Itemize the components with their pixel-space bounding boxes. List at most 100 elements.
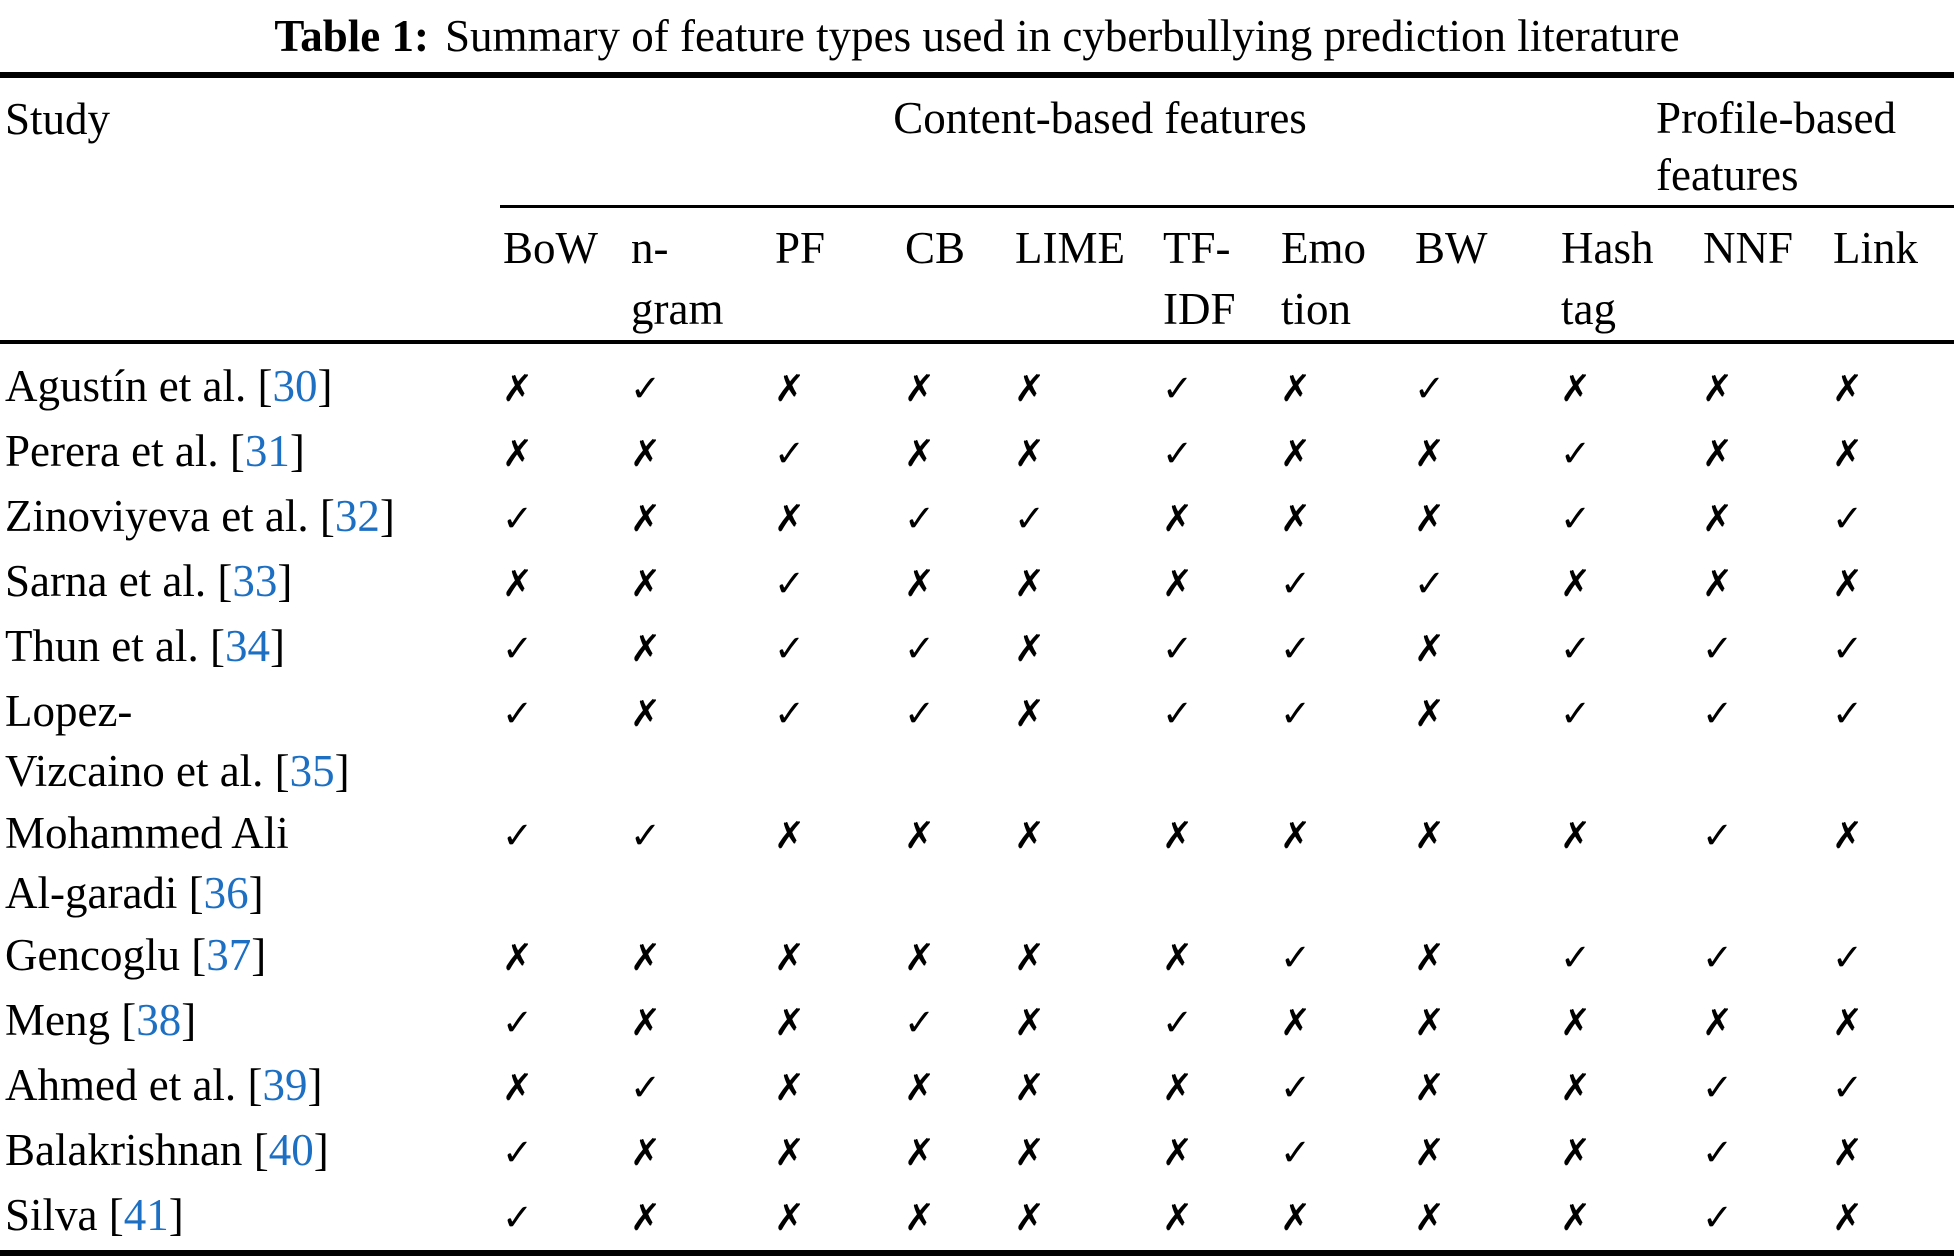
feature-cell: ✗ (1412, 924, 1558, 989)
feature-cell: ✗ (1412, 802, 1558, 924)
feature-cell: ✓ (902, 485, 1012, 550)
feature-cell: ✗ (628, 550, 772, 615)
check-icon: ✓ (1280, 1131, 1312, 1174)
feature-cell: ✗ (902, 1119, 1012, 1184)
column-header-tfidf: TF- IDF (1160, 206, 1278, 344)
feature-cell: ✗ (1558, 1119, 1700, 1184)
table-row: Meng [38] ✓ ✗ ✗ ✓ ✗ ✓ ✗ ✗ ✗ ✗ ✗ (0, 989, 1954, 1054)
study-label: Meng (5, 995, 110, 1045)
cross-icon: ✗ (1560, 367, 1592, 410)
citation-open-bracket: [ (246, 361, 273, 411)
feature-cell: ✗ (1412, 420, 1558, 485)
table-row: Thun et al. [34] ✓ ✗ ✓ ✓ ✗ ✓ ✓ ✗ ✓ ✓ ✓ (0, 615, 1954, 680)
citation-link[interactable]: 34 (224, 621, 270, 671)
feature-cell: ✗ (1012, 615, 1160, 680)
column-header-emotion: Emo tion (1278, 206, 1412, 344)
cross-icon: ✗ (1162, 814, 1194, 857)
feature-cell: ✓ (500, 1184, 628, 1256)
feature-cell: ✗ (1830, 550, 1954, 615)
study-label: Gencoglu (5, 930, 180, 980)
check-icon: ✓ (1560, 497, 1592, 540)
cross-icon: ✗ (1280, 1196, 1312, 1239)
feature-cell: ✗ (1160, 485, 1278, 550)
cross-icon: ✗ (904, 814, 936, 857)
feature-cell: ✗ (1012, 420, 1160, 485)
citation-link[interactable]: 36 (203, 868, 249, 918)
cross-icon: ✗ (630, 1131, 662, 1174)
study-cell: Lopez- Vizcaino et al. [35] (0, 680, 500, 802)
column-header-pf: PF (772, 206, 902, 344)
feature-cell: ✗ (1700, 342, 1830, 420)
feature-cell: ✓ (1700, 1119, 1830, 1184)
check-icon: ✓ (1162, 367, 1194, 410)
citation-link[interactable]: 33 (232, 556, 278, 606)
cross-icon: ✗ (774, 1196, 806, 1239)
citation-link[interactable]: 35 (289, 746, 335, 796)
check-icon: ✓ (1832, 692, 1864, 735)
check-icon: ✓ (904, 692, 936, 735)
citation-link[interactable]: 40 (268, 1125, 314, 1175)
citation-link[interactable]: 31 (244, 426, 290, 476)
check-icon: ✓ (774, 692, 806, 735)
citation-link[interactable]: 30 (272, 361, 318, 411)
citation-link[interactable]: 41 (123, 1190, 169, 1240)
cross-icon: ✗ (1014, 1066, 1046, 1109)
citation-open-bracket: [ (218, 426, 245, 476)
feature-cell: ✓ (1700, 1054, 1830, 1119)
feature-cell: ✗ (1830, 1184, 1954, 1256)
cross-icon: ✗ (1014, 562, 1046, 605)
citation-link[interactable]: 32 (334, 491, 380, 541)
feature-cell: ✗ (628, 989, 772, 1054)
cross-icon: ✗ (1560, 814, 1592, 857)
check-icon: ✓ (502, 627, 534, 670)
cross-icon: ✗ (630, 562, 662, 605)
study-label: Mohammed Ali Al-garadi (5, 808, 289, 918)
cross-icon: ✗ (1560, 1066, 1592, 1109)
study-label: Ahmed et al. (5, 1060, 237, 1110)
feature-cell: ✓ (1830, 615, 1954, 680)
study-cell: Agustín et al. [30] (0, 342, 500, 420)
feature-cell: ✗ (1700, 485, 1830, 550)
feature-cell: ✗ (1012, 680, 1160, 802)
citation-link[interactable]: 39 (262, 1060, 308, 1110)
citation-close-bracket: ] (379, 491, 395, 541)
cross-icon: ✗ (1832, 432, 1864, 475)
study-label: Zinoviyeva et al. (5, 491, 309, 541)
cross-icon: ✗ (904, 1131, 936, 1174)
citation-open-bracket: [ (242, 1125, 269, 1175)
check-icon: ✓ (1560, 432, 1592, 475)
feature-cell: ✓ (500, 615, 628, 680)
cross-icon: ✗ (1414, 814, 1446, 857)
feature-cell: ✓ (1830, 485, 1954, 550)
feature-cell: ✓ (772, 615, 902, 680)
feature-cell: ✓ (1278, 680, 1412, 802)
feature-cell: ✗ (1412, 1119, 1558, 1184)
group-header-row: Study Content-based features Profile-bas… (0, 75, 1954, 344)
feature-cell: ✗ (1700, 420, 1830, 485)
feature-cell: ✗ (902, 342, 1012, 420)
check-icon: ✓ (630, 814, 662, 857)
table-row: Gencoglu [37] ✗ ✗ ✗ ✗ ✗ ✗ ✓ ✗ ✓ ✓ ✓ (0, 924, 1954, 989)
citation-link[interactable]: 37 (206, 930, 252, 980)
feature-cell: ✓ (902, 615, 1012, 680)
feature-cell: ✗ (1012, 550, 1160, 615)
cross-icon: ✗ (502, 936, 534, 979)
study-label: Perera et al. (5, 426, 219, 476)
feature-cell: ✗ (772, 342, 902, 420)
check-icon: ✓ (502, 1131, 534, 1174)
feature-cell: ✗ (772, 485, 902, 550)
feature-cell: ✗ (902, 802, 1012, 924)
citation-close-bracket: ] (251, 930, 267, 980)
cross-icon: ✗ (1832, 814, 1864, 857)
cross-icon: ✗ (1560, 562, 1592, 605)
feature-cell: ✗ (1558, 550, 1700, 615)
column-header-bw: BW (1412, 206, 1558, 344)
check-icon: ✓ (1280, 562, 1312, 605)
feature-cell: ✗ (1830, 420, 1954, 485)
feature-cell: ✗ (902, 1054, 1012, 1119)
feature-cell: ✓ (1278, 1054, 1412, 1119)
citation-link[interactable]: 38 (136, 995, 182, 1045)
feature-cell: ✗ (772, 924, 902, 989)
cross-icon: ✗ (1702, 562, 1734, 605)
check-icon: ✓ (904, 497, 936, 540)
